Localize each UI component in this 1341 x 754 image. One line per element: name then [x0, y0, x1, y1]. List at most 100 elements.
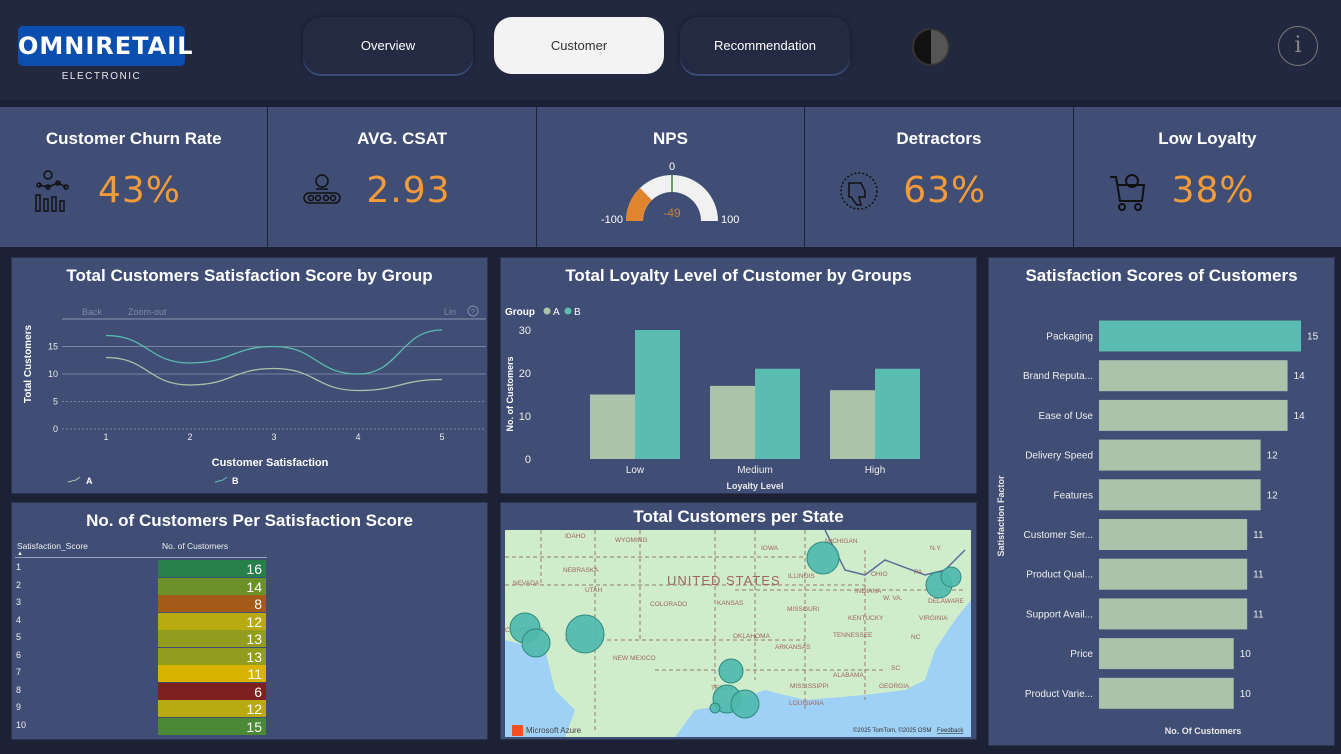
- loyalty-bar-chart: Group A B Loyalty Level No. of Customers…: [505, 307, 920, 491]
- map-state-label: ILLINOIS: [788, 573, 815, 580]
- score-cell: 10: [16, 719, 27, 730]
- line-chart: Back Zoom-out Lin ? Customer Satisfactio…: [23, 305, 486, 486]
- satisfaction-factors-panel: Satisfaction Scores of Customers No. Of …: [988, 257, 1335, 746]
- bar-product-qual-: [1099, 558, 1248, 590]
- customer-bubble[interactable]: [709, 702, 721, 714]
- scale-toggle-button[interactable]: Lin: [444, 307, 456, 317]
- us-map[interactable]: IDAHO WYOMING NEBRASKA IOWA MICHIGAN NEVADA UT…: [505, 530, 971, 737]
- back-button[interactable]: Back: [82, 307, 103, 317]
- customer-bubble[interactable]: [718, 658, 744, 684]
- x-tick-label: Medium: [737, 465, 773, 476]
- x-axis-title: Customer Satisfaction: [212, 457, 329, 469]
- customer-count-cell: 12: [158, 700, 266, 717]
- customer-count-cell: 8: [158, 595, 266, 612]
- customer-count-cell: 12: [158, 612, 266, 630]
- customer-bubble[interactable]: [730, 689, 760, 719]
- table-title: No. of Customers Per Satisfaction Score: [86, 511, 413, 530]
- map-state-label: DELAWARE: [928, 598, 965, 605]
- loyalty-chart-panel: Total Loyalty Level of Customer by Group…: [500, 257, 977, 494]
- help-icon[interactable]: [467, 305, 479, 317]
- map-state-label: MISSISSIPPI: [790, 683, 829, 690]
- tab-recommendation[interactable]: Recommendation: [680, 17, 850, 74]
- bar-low-b: [635, 330, 680, 459]
- customer-bubble[interactable]: [806, 541, 840, 575]
- gauge-value: -49: [663, 206, 681, 220]
- map-state-label: PA: [914, 569, 923, 576]
- info-icon[interactable]: i: [1278, 26, 1318, 66]
- customer-count-cell: 14: [158, 577, 266, 595]
- y-tick-label: 30: [519, 325, 531, 337]
- bar-low-a: [590, 394, 635, 459]
- y-tick-label: 0: [53, 424, 58, 434]
- theme-toggle-icon[interactable]: [912, 28, 950, 66]
- tab-overview[interactable]: Overview: [303, 17, 473, 74]
- bar-high-b: [875, 368, 920, 459]
- map-panel: Total Customers per State IDAHO WYOMING NE…: [500, 502, 977, 740]
- bar-price: [1099, 638, 1234, 670]
- x-axis-title: Loyalty Level: [726, 481, 783, 491]
- column-header-customers[interactable]: No. of Customers: [162, 541, 229, 551]
- category-label: Delivery Speed: [1025, 451, 1093, 462]
- customer-count-cell: 13: [158, 647, 266, 665]
- pacific-ocean: [505, 640, 575, 737]
- map-brand: Microsoft Azure: [526, 726, 582, 735]
- map-state-label: ARKANSAS: [775, 644, 811, 651]
- data-label: 10: [1240, 649, 1252, 660]
- x-tick-label: 3: [271, 432, 276, 442]
- score-cell: 2: [16, 579, 22, 590]
- map-state-label: NEVADA: [513, 580, 540, 587]
- map-feedback-link[interactable]: Feedback: [937, 728, 964, 734]
- sort-ascending-icon[interactable]: ▲: [17, 551, 23, 557]
- customer-bubble[interactable]: [521, 628, 551, 658]
- category-label: Product Varie...: [1025, 689, 1093, 700]
- legend-a[interactable]: A: [86, 476, 93, 486]
- gauge-max-label: 100: [721, 214, 739, 226]
- legend-b[interactable]: B: [574, 307, 581, 318]
- customer-count-cell: 11: [158, 665, 266, 682]
- header-divider: [15, 557, 267, 558]
- map-state-label: ALABAMA: [833, 672, 864, 679]
- logo-subtitle: ELECTRONIC: [61, 71, 142, 82]
- bar-features: [1099, 479, 1261, 511]
- category-label: Packaging: [1046, 332, 1093, 343]
- category-label: Price: [1070, 649, 1093, 660]
- zoom-out-button[interactable]: Zoom-out: [128, 307, 167, 317]
- y-tick-label: 0: [525, 454, 531, 466]
- gauge-center-label: 0: [669, 161, 675, 173]
- kpi-value: 2.93: [366, 170, 451, 211]
- y-tick-label: 20: [519, 368, 531, 380]
- map-title: Total Customers per State: [633, 507, 844, 526]
- chart-title: Total Loyalty Level of Customer by Group…: [565, 266, 912, 285]
- kpi-title: NPS: [653, 129, 688, 148]
- customer-bubble[interactable]: [565, 614, 605, 654]
- kpi-detractors: Detractors 63%: [805, 107, 1074, 247]
- bar-brand-reputa-: [1099, 360, 1288, 392]
- legend-b[interactable]: B: [232, 476, 239, 486]
- category-label: Features: [1054, 490, 1093, 501]
- map-state-label: OKLAHOMA: [733, 633, 771, 640]
- x-tick-label: 2: [187, 432, 192, 442]
- score-cell: 7: [16, 667, 22, 677]
- bar-support-avail-: [1099, 598, 1248, 630]
- y-tick-label: 5: [53, 397, 58, 407]
- map-state-label: LOUISIANA: [789, 700, 824, 707]
- tab-customer[interactable]: Customer: [494, 17, 664, 74]
- column-header-score[interactable]: Satisfaction_Score: [17, 541, 88, 551]
- score-cell: 8: [16, 684, 22, 695]
- map-copyright: ©2025 TomTom, ©2025 OSM: [853, 727, 931, 734]
- customer-count-cell: 6: [158, 682, 266, 700]
- x-tick-label: High: [865, 465, 886, 476]
- customer-bubble[interactable]: [940, 566, 962, 588]
- series-line-a: [105, 356, 443, 392]
- map-state-label: MICHIGAN: [825, 538, 858, 545]
- legend-a[interactable]: A: [553, 307, 560, 318]
- customer-count-cell: 16: [158, 560, 266, 577]
- x-tick-label: 5: [439, 432, 444, 442]
- map-state-label: COLORADO: [650, 601, 687, 608]
- map-state-label: N.Y.: [930, 545, 942, 552]
- kpi-churn-rate: Customer Churn Rate 43%: [0, 107, 269, 247]
- map-state-label: INDIANA: [855, 588, 882, 595]
- bar-packaging: [1099, 320, 1302, 352]
- score-cell: 6: [16, 649, 22, 660]
- map-state-label: UTAH: [585, 587, 603, 594]
